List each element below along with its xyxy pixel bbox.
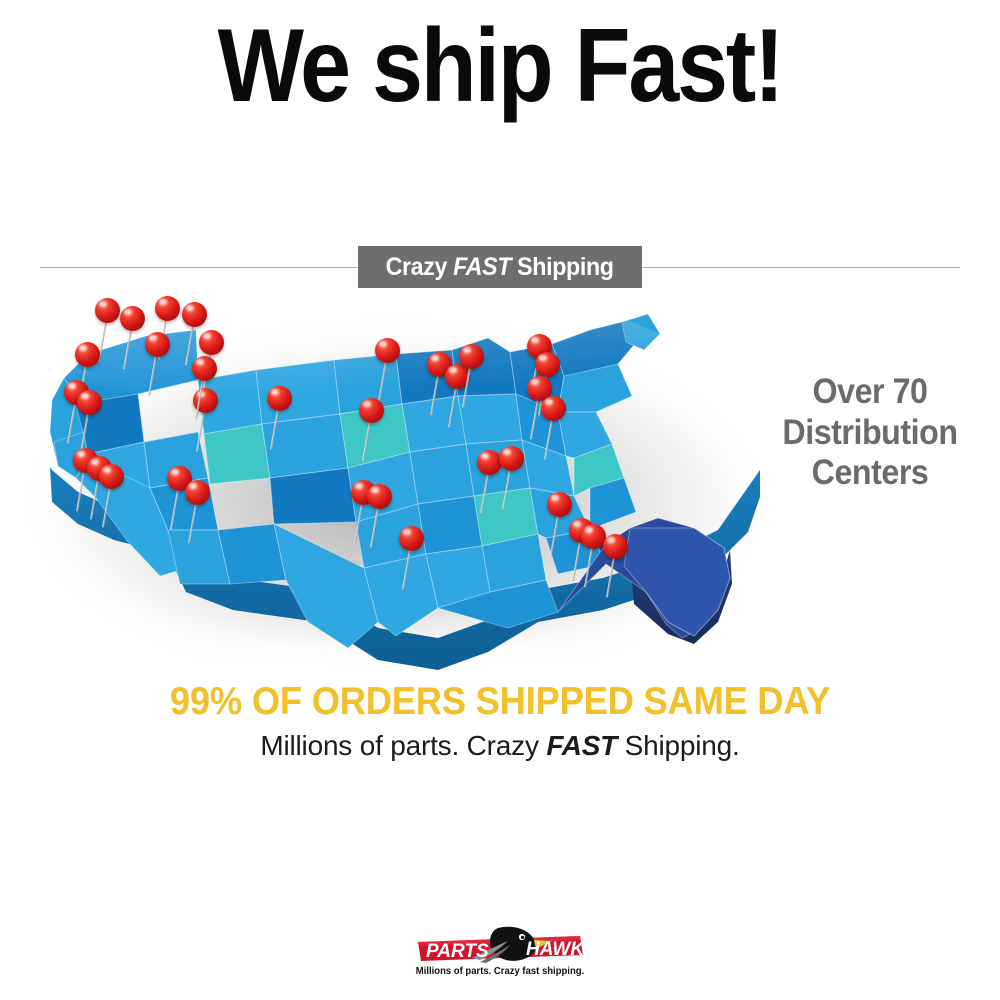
pin-head <box>541 396 566 421</box>
logo-hawk-head <box>490 926 550 961</box>
pin-head <box>535 352 560 377</box>
pin-head <box>367 484 392 509</box>
pin-head <box>399 526 424 551</box>
crazy-fast-shipping-banner: Crazy FAST Shipping <box>358 246 642 288</box>
pin-head <box>459 344 484 369</box>
callout-line-3: Centers <box>811 453 929 493</box>
pin-head <box>192 356 217 381</box>
pin-head <box>99 464 124 489</box>
pin-head <box>182 302 207 327</box>
pin-head <box>267 386 292 411</box>
parts-hawk-logo: PARTS HAWK Millions of parts. Crazy fast… <box>410 922 590 984</box>
page-title: We ship Fast! <box>217 8 785 124</box>
pin-head <box>77 390 102 415</box>
pin-head <box>199 330 224 355</box>
pin-head <box>375 338 400 363</box>
pin-head <box>185 480 210 505</box>
logo-tagline: Millions of parts. Crazy fast shipping. <box>415 966 585 977</box>
distribution-centers-callout: Over 70 Distribution Centers <box>760 372 981 494</box>
banner-label: Crazy FAST Shipping <box>386 253 614 282</box>
logo-beak <box>534 940 552 949</box>
banner-suffix: Shipping <box>511 252 615 281</box>
logo-word-parts: PARTS <box>426 941 489 962</box>
sub-tagline-emphasis: FAST <box>546 730 618 761</box>
pin-head <box>581 524 606 549</box>
callout-line-2: Distribution <box>782 412 958 452</box>
pin-head <box>359 398 384 423</box>
pin-head <box>547 492 572 517</box>
logo-word-hawk: HAWK <box>526 939 585 960</box>
pin-head <box>75 342 100 367</box>
same-day-tagline: 99% OF ORDERS SHIPPED SAME DAY <box>169 680 831 723</box>
logo-graphic: PARTS HAWK <box>418 926 585 963</box>
banner-emphasis: FAST <box>453 252 512 281</box>
pin-head <box>145 332 170 357</box>
pin-head <box>155 296 180 321</box>
pin-head <box>499 446 524 471</box>
logo-swoosh <box>472 941 508 960</box>
us-map-graphic <box>49 313 760 670</box>
pin-head <box>603 534 628 559</box>
us-distribution-map <box>18 292 788 672</box>
sub-tagline-suffix: Shipping. <box>617 730 740 761</box>
callout-line-1: Over 70 <box>812 372 928 411</box>
sub-tagline: Millions of parts. Crazy FAST Shipping. <box>0 730 1000 762</box>
pin-head <box>95 298 120 323</box>
pin-head <box>477 450 502 475</box>
banner-prefix: Crazy <box>385 252 454 281</box>
sub-tagline-prefix: Millions of parts. Crazy <box>260 730 547 761</box>
pin-head <box>120 306 145 331</box>
